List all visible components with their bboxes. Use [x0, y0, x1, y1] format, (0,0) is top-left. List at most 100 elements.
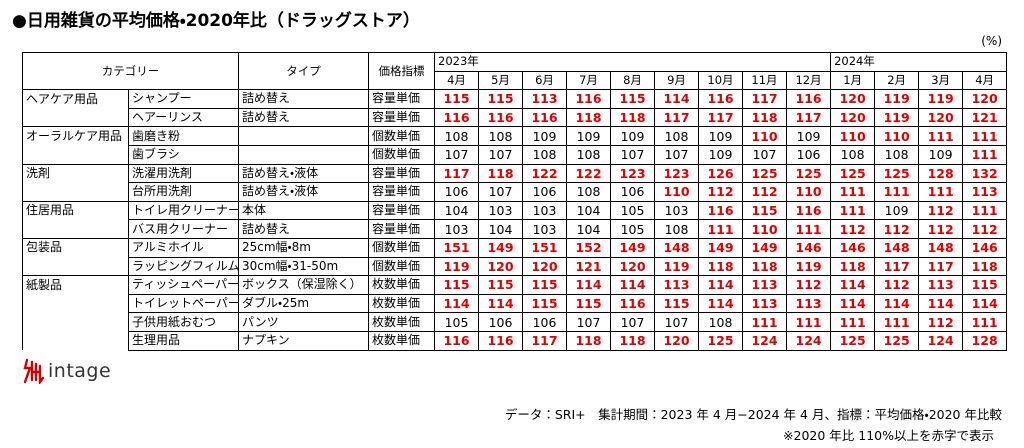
value-cell: 111: [698, 219, 743, 239]
value-cell: 104: [566, 200, 611, 221]
index-cell: 枚数単価: [368, 330, 435, 351]
value-cell: 103: [522, 200, 567, 221]
value-cell: 122: [566, 163, 611, 184]
type-cell: ナプキン: [238, 330, 369, 351]
value-cell: 109: [698, 126, 743, 146]
value-cell: 114: [830, 293, 876, 314]
value-cell: 116: [698, 200, 743, 221]
value-cell: 112: [830, 219, 876, 239]
value-cell: 114: [654, 89, 699, 109]
value-cell: 113: [742, 293, 787, 314]
value-cell: 105: [610, 200, 655, 221]
header-month: 5月: [478, 70, 523, 91]
category-cell: [22, 108, 129, 127]
category-cell: 包装品: [22, 237, 129, 258]
value-cell: 128: [918, 163, 964, 184]
index-cell: 枚数単価: [368, 312, 435, 332]
value-cell: 108: [698, 312, 743, 332]
value-cell: 104: [566, 219, 611, 239]
value-cell: 126: [698, 163, 743, 184]
value-cell: 116: [478, 330, 523, 351]
value-cell: 116: [434, 107, 479, 128]
data-row: オーラルケア用品 歯磨き粉 個数単価 108 108 109 109 109 108 109 110…: [22, 126, 1008, 146]
value-cell: 121: [962, 107, 1008, 128]
value-cell: 113: [785, 293, 832, 314]
category-cell: オーラルケア用品: [22, 126, 129, 146]
data-row: バス用クリーナー 詰め替え 容量単価 103 104 103 104 105 108 111 110…: [22, 219, 1008, 239]
value-cell: 113: [654, 275, 699, 295]
value-cell: 118: [478, 163, 523, 184]
value-cell: 117: [698, 107, 743, 128]
value-cell: 106: [522, 312, 567, 332]
index-cell: 容量単価: [368, 107, 435, 128]
header-category: カテゴリー: [22, 51, 239, 91]
value-cell: 113: [742, 275, 787, 295]
value-cell: 149: [610, 237, 655, 258]
header-month: 4月: [434, 70, 479, 91]
data-row: 住居用品 トイレ用クリーナー 本体 容量単価 104 103 103 104 105 103 116…: [22, 200, 1008, 221]
value-cell: 113: [962, 182, 1008, 202]
value-cell: 120: [962, 89, 1008, 109]
value-cell: 118: [742, 256, 787, 277]
value-cell: 118: [566, 330, 611, 351]
value-cell: 124: [742, 330, 787, 351]
value-cell: 115: [566, 293, 611, 314]
value-cell: 122: [522, 163, 567, 184]
value-cell: 108: [654, 126, 699, 146]
value-cell: 108: [434, 126, 479, 146]
value-cell: 149: [742, 237, 787, 258]
value-cell: 111: [918, 126, 964, 146]
value-cell: 118: [962, 256, 1008, 277]
data-row: 子供用紙おむつ パンツ 枚数単価 105 106 106 107 107 107 108 111 11…: [22, 312, 1008, 332]
value-cell: 120: [830, 107, 876, 128]
value-cell: 116: [785, 200, 832, 221]
value-cell: 119: [785, 256, 832, 277]
value-cell: 108: [566, 144, 611, 165]
value-cell: 115: [478, 89, 523, 109]
type-cell: [238, 144, 369, 165]
value-cell: 125: [830, 163, 876, 184]
value-cell: 112: [918, 200, 964, 221]
header-month: 4月: [962, 70, 1008, 91]
value-cell: 120: [918, 107, 964, 128]
value-cell: 112: [874, 219, 920, 239]
value-cell: 116: [434, 330, 479, 351]
type-cell: 詰め替え: [238, 89, 369, 109]
value-cell: 116: [610, 293, 655, 314]
value-cell: 120: [522, 256, 567, 277]
value-cell: 117: [874, 256, 920, 277]
value-cell: 112: [962, 219, 1008, 239]
item-cell: 歯ブラシ: [128, 144, 239, 165]
value-cell: 110: [785, 182, 832, 202]
value-cell: 120: [478, 256, 523, 277]
value-cell: 120: [654, 330, 699, 351]
value-cell: 111: [830, 312, 876, 332]
data-row: 紙製品 ティッシュペーパー ボックス（保湿除く） 枚数単価 115 115 115 114 11…: [22, 275, 1008, 295]
value-cell: 111: [785, 312, 832, 332]
category-cell: 洗剤: [22, 163, 129, 183]
value-cell: 121: [566, 256, 611, 277]
value-cell: 149: [478, 237, 523, 258]
value-cell: 114: [918, 293, 964, 314]
logo: intage: [22, 358, 111, 384]
value-cell: 107: [434, 144, 479, 165]
type-cell: ボックス（保湿除く）: [238, 275, 369, 295]
value-cell: 124: [785, 330, 832, 351]
value-cell: 112: [918, 219, 964, 239]
value-cell: 115: [962, 275, 1008, 295]
value-cell: 113: [918, 275, 964, 295]
value-cell: 117: [434, 163, 479, 184]
price-table: カテゴリー タイプ 価格指標 2023年 2024年 4月 5月 6月 7月 8月 9月 10月 11月…: [22, 51, 1008, 351]
value-cell: 109: [918, 144, 964, 165]
data-row: 洗剤 洗濯用洗剤 詰め替え・液体 容量単価 117 118 122 122 123 123 126 1…: [22, 163, 1008, 184]
header-month: 11月: [742, 70, 787, 91]
value-cell: 116: [478, 107, 523, 128]
value-cell: 109: [785, 126, 832, 146]
value-cell: 151: [522, 237, 567, 258]
value-cell: 119: [918, 89, 964, 109]
value-cell: 114: [610, 275, 655, 295]
type-cell: 詰め替え: [238, 107, 369, 128]
value-cell: 117: [654, 107, 699, 128]
value-cell: 111: [830, 200, 876, 221]
